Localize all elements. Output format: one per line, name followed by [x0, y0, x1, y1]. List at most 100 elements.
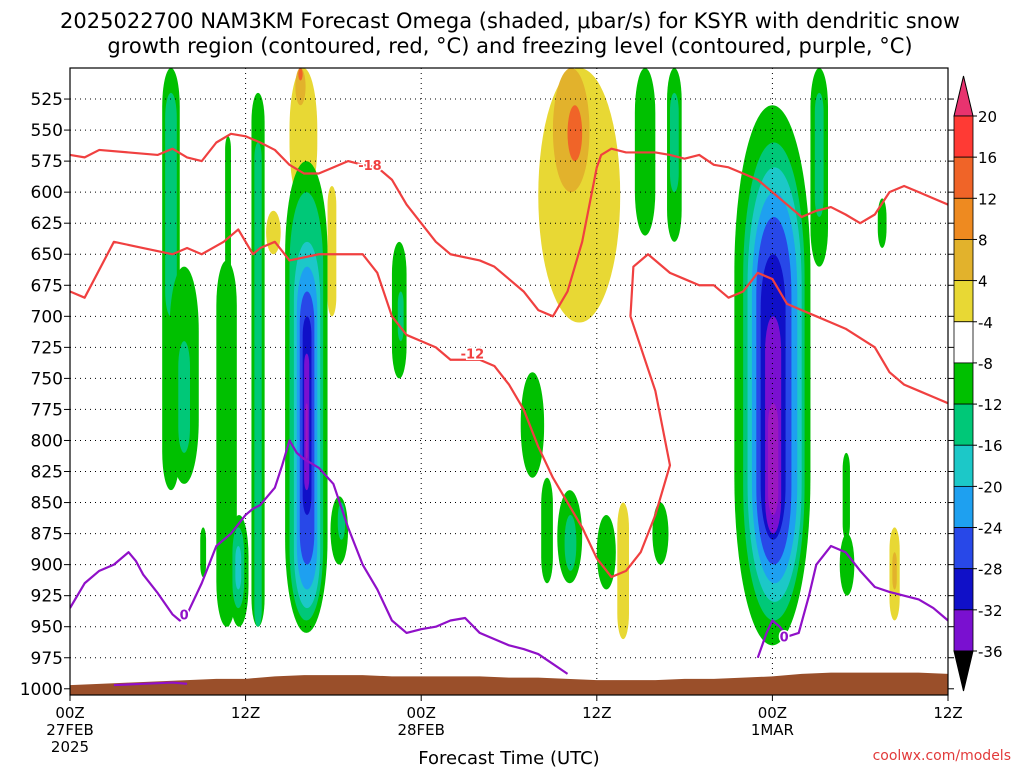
colorbar-label: 16	[978, 149, 997, 167]
contour-label-dgz_minus18: -18	[358, 159, 382, 174]
colorbar-label: 4	[978, 273, 988, 291]
colorbar-label: 12	[978, 190, 997, 208]
omega-shading	[162, 68, 900, 646]
colorbar: 20 16 12 8 4 -4 -8 -12 -16 -20 -24 -28 -32 -36	[953, 75, 1003, 692]
colorbar-swatch-6	[953, 362, 974, 405]
omega-region-56	[892, 552, 897, 590]
omega-region-35	[564, 514, 577, 571]
y-tick-label: 925	[31, 587, 63, 607]
y-tick-label: 525	[31, 90, 63, 110]
omega-region-32	[520, 372, 545, 478]
contour-dgz_minus18	[70, 132, 948, 318]
omega-region-37	[617, 502, 629, 640]
x-tick-label: 00Z	[55, 704, 84, 722]
x-tick-label: 12Z	[582, 704, 611, 722]
omega-region-14	[295, 68, 306, 106]
omega-region-9	[235, 546, 242, 590]
y-tick-label: 825	[31, 463, 63, 483]
colorbar-label: -32	[978, 602, 1003, 620]
y-tick-label: 1000	[20, 680, 63, 700]
colorbar-swatch-2	[953, 197, 974, 240]
colorbar-top-arrow	[953, 75, 974, 117]
y-tick-label: 900	[31, 556, 63, 576]
omega-region-49	[768, 403, 779, 515]
colorbar-label: -4	[978, 314, 993, 332]
colorbar-swatch-8	[953, 444, 974, 487]
omega-region-4	[200, 527, 207, 578]
x-tick-label: 27FEB	[46, 721, 93, 739]
x-tick-label: 00Z	[407, 704, 436, 722]
x-tick-label: 00Z	[758, 704, 787, 722]
colorbar-swatch-9	[953, 485, 974, 528]
omega-region-15	[298, 68, 303, 81]
y-tick-label: 875	[31, 525, 63, 545]
x-tick-label: 1MAR	[751, 721, 794, 739]
omega-region-51	[814, 92, 824, 217]
omega-region-53	[839, 533, 855, 596]
omega-region-23	[305, 403, 308, 460]
colorbar-label: 8	[978, 231, 988, 249]
contour-label-freezing_level: 0	[180, 608, 189, 623]
y-tick-label: 850	[31, 494, 63, 514]
contour-label-dgz_minus12: -12	[461, 348, 485, 363]
x-tick-label: 28FEB	[397, 721, 444, 739]
y-tick-label: 775	[31, 400, 63, 420]
omega-region-33	[541, 477, 553, 584]
omega-region-36	[596, 514, 616, 590]
colorbar-swatch-12	[953, 609, 974, 652]
omega-region-40	[669, 92, 679, 193]
y-tick-label: 600	[31, 183, 63, 203]
colorbar-label: -8	[978, 355, 993, 373]
y-tick-label: 675	[31, 276, 63, 296]
omega-region-3	[178, 341, 190, 453]
colorbar-label: -12	[978, 396, 1003, 414]
contours: -12 -18 0 0	[70, 132, 948, 687]
y-tick-label: 550	[31, 121, 63, 141]
omega-region-31	[567, 105, 583, 162]
colorbar-swatch-1	[953, 156, 974, 199]
colorbar-label: -16	[978, 437, 1003, 455]
colorbar-swatch-3	[953, 239, 974, 282]
omega-region-54	[877, 198, 887, 249]
y-tick-label: 750	[31, 369, 63, 389]
omega-region-52	[842, 452, 850, 540]
contour-label-freezing_level_b: 0	[780, 631, 789, 646]
y-tick-label: 575	[31, 152, 63, 172]
chart-title-line-2: growth region (contoured, red, °C) and f…	[107, 34, 912, 58]
colorbar-label: -28	[978, 561, 1003, 579]
colorbar-swatch-0	[953, 115, 974, 158]
plot-area: -12 -18 0 0 525 550 575 600 625 650 675 700 725 750 77…	[20, 67, 963, 756]
colorbar-swatch-7	[953, 403, 974, 446]
y-tick-label: 725	[31, 338, 63, 358]
y-tick-label: 650	[31, 245, 63, 265]
y-tick-label: 700	[31, 307, 63, 327]
plot-border	[69, 67, 949, 696]
colorbar-label: -24	[978, 520, 1003, 538]
x-tick-label: 12Z	[933, 704, 962, 722]
contour-freezing_level_b	[756, 544, 948, 659]
colorbar-swatch-4	[953, 280, 974, 323]
colorbar-label: -36	[978, 643, 1003, 661]
credit-text: coolwx.com/models	[873, 748, 1011, 764]
y-tick-label: 950	[31, 618, 63, 638]
omega-region-24	[327, 185, 337, 317]
colorbar-label: -20	[978, 478, 1003, 496]
contour-dgz_minus12	[70, 228, 948, 579]
terrain-fill	[70, 672, 948, 695]
contour-freezing_level_c	[113, 681, 188, 687]
y-tick-label: 975	[31, 649, 63, 669]
chart-title-line-1: 2025022700 NAM3KM Forecast Omega (shaded…	[60, 9, 960, 33]
omega-region-11	[254, 142, 262, 627]
colorbar-bottom-arrow	[953, 650, 974, 692]
omega-region-6	[225, 136, 231, 627]
x-tick-label: 2025	[51, 738, 89, 756]
colorbar-swatch-10	[953, 527, 974, 570]
x-axis-title: Forecast Time (UTC)	[418, 748, 599, 768]
colorbar-label: 20	[978, 108, 997, 126]
x-tick-label: 12Z	[231, 704, 260, 722]
contour-freezing_level	[70, 439, 569, 675]
colorbar-swatch-5	[953, 321, 974, 364]
colorbar-swatch-11	[953, 568, 974, 611]
y-tick-label: 625	[31, 214, 63, 234]
